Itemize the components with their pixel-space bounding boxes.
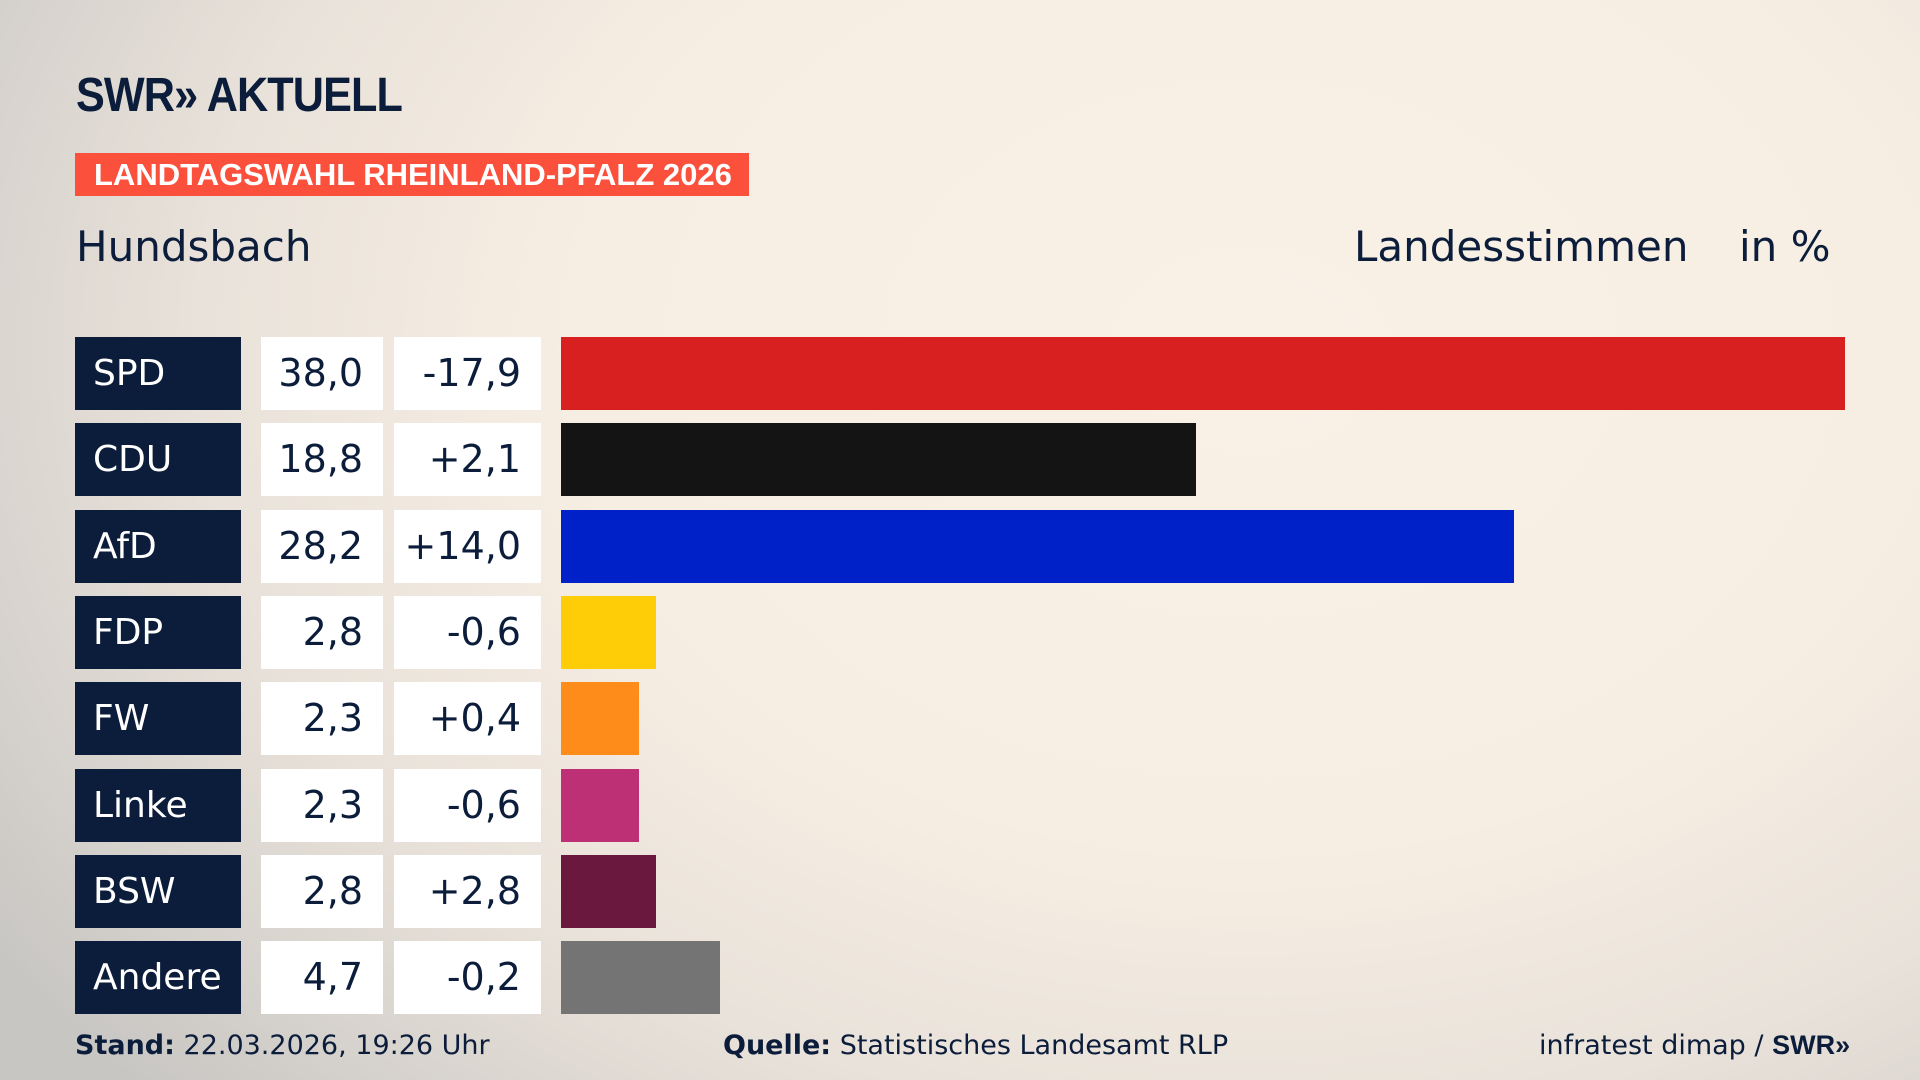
change-label: +0,4 (394, 682, 541, 756)
change-label: -17,9 (394, 337, 541, 410)
party-label: Andere (75, 941, 241, 1015)
party-label: SPD (75, 337, 241, 410)
change-label: -0,2 (394, 941, 541, 1015)
stand-value: 22.03.2026, 19:26 Uhr (183, 1030, 490, 1061)
value-label: 2,8 (261, 854, 383, 928)
bar-linke (561, 768, 639, 842)
change-label: -0,6 (394, 595, 541, 669)
value-label: 28,2 (261, 509, 383, 583)
stand-label: Stand: (75, 1030, 175, 1061)
value-label: 38,0 (261, 337, 383, 410)
source-label: Quelle: (723, 1030, 832, 1061)
election-banner: LANDTAGSWAHL RHEINLAND-PFALZ 2026 (75, 153, 749, 196)
swr-aktuell-logo: SWR» AKTUELL (76, 69, 403, 122)
bar-afd (561, 509, 1514, 583)
party-label: CDU (75, 423, 241, 497)
unit-label: in % (1739, 222, 1831, 271)
bar-cdu (561, 423, 1197, 497)
change-label: +14,0 (394, 509, 541, 583)
place-name: Hundsbach (76, 222, 312, 271)
value-label: 18,8 (261, 423, 383, 497)
value-label: 4,7 (261, 941, 383, 1015)
party-label: FW (75, 682, 241, 756)
party-label: FDP (75, 595, 241, 669)
party-label: AfD (75, 509, 241, 583)
change-label: +2,8 (394, 854, 541, 928)
bar-bsw (561, 854, 656, 928)
bar-spd (561, 337, 1845, 410)
party-label: BSW (75, 854, 241, 928)
credit: infratest dimap / SWR» (1539, 1030, 1850, 1061)
source: Quelle: Statistisches Landesamt RLP (723, 1030, 1228, 1061)
bar-fw (561, 682, 639, 756)
bar-andere (561, 941, 720, 1015)
source-value: Statistisches Landesamt RLP (839, 1030, 1229, 1061)
value-label: 2,8 (261, 595, 383, 669)
party-label: Linke (75, 768, 241, 842)
value-label: 2,3 (261, 768, 383, 842)
timestamp: Stand: 22.03.2026, 19:26 Uhr (75, 1030, 490, 1061)
change-label: +2,1 (394, 423, 541, 497)
value-label: 2,3 (261, 682, 383, 756)
bar-fdp (561, 595, 656, 669)
change-label: -0,6 (394, 768, 541, 842)
metric-label: Landesstimmen (1354, 222, 1689, 271)
credit-text: infratest dimap / (1539, 1030, 1764, 1061)
swr-logo: SWR» (1772, 1030, 1851, 1060)
